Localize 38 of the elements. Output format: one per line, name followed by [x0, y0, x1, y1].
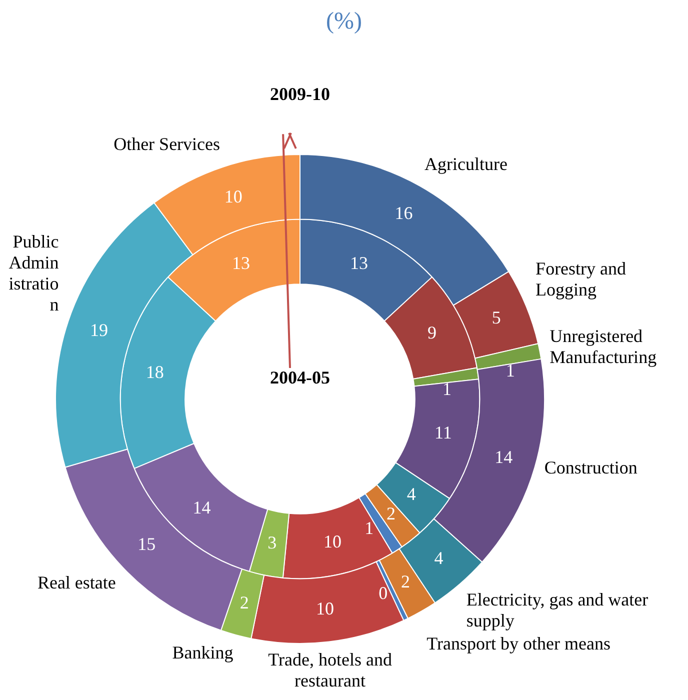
data-label: 1: [364, 518, 374, 538]
data-label: 9: [427, 322, 436, 342]
data-label: 10: [316, 598, 334, 618]
data-label: 2: [240, 592, 249, 612]
slice-label: Electricity, gas and water supply: [466, 589, 648, 630]
data-label: 10: [323, 531, 342, 552]
data-label: 1: [506, 360, 515, 380]
slice-label: Agriculture: [424, 154, 508, 174]
data-label: 18: [146, 362, 164, 382]
slice-label: Forestry and Logging: [536, 258, 626, 300]
data-label: 5: [492, 307, 501, 328]
data-label: 13: [232, 252, 250, 273]
slice-label: Public Administration: [8, 232, 59, 315]
data-label: 3: [268, 532, 277, 552]
chart-title: (%): [326, 8, 362, 34]
data-label: 2: [386, 504, 396, 524]
slice-label: Construction: [544, 457, 638, 478]
data-label: 11: [434, 422, 452, 442]
slice-label: Trade, hotels and restaurant: [268, 649, 392, 690]
data-label: 4: [434, 548, 444, 568]
data-label: 13: [350, 252, 368, 273]
slice-label: Transport by other means: [426, 633, 610, 654]
slice-label: 2004-05: [270, 368, 330, 388]
slice-label: 2009-10: [270, 84, 330, 104]
data-label: 4: [406, 484, 416, 504]
slice-label: Banking: [172, 642, 234, 662]
data-label: 10: [224, 186, 242, 206]
data-label: 16: [394, 202, 413, 223]
slice-label: Real estate: [37, 572, 116, 592]
data-label: 14: [192, 498, 211, 518]
slice-label: Unregistered Manufacturing: [550, 326, 657, 368]
data-label: 19: [90, 320, 108, 340]
data-label: 2: [401, 572, 410, 592]
data-label: 14: [494, 446, 513, 467]
slice-label: Other Services: [114, 134, 220, 154]
data-label: 15: [138, 534, 156, 554]
data-label: 0: [378, 582, 388, 603]
data-label: 1: [442, 378, 452, 399]
